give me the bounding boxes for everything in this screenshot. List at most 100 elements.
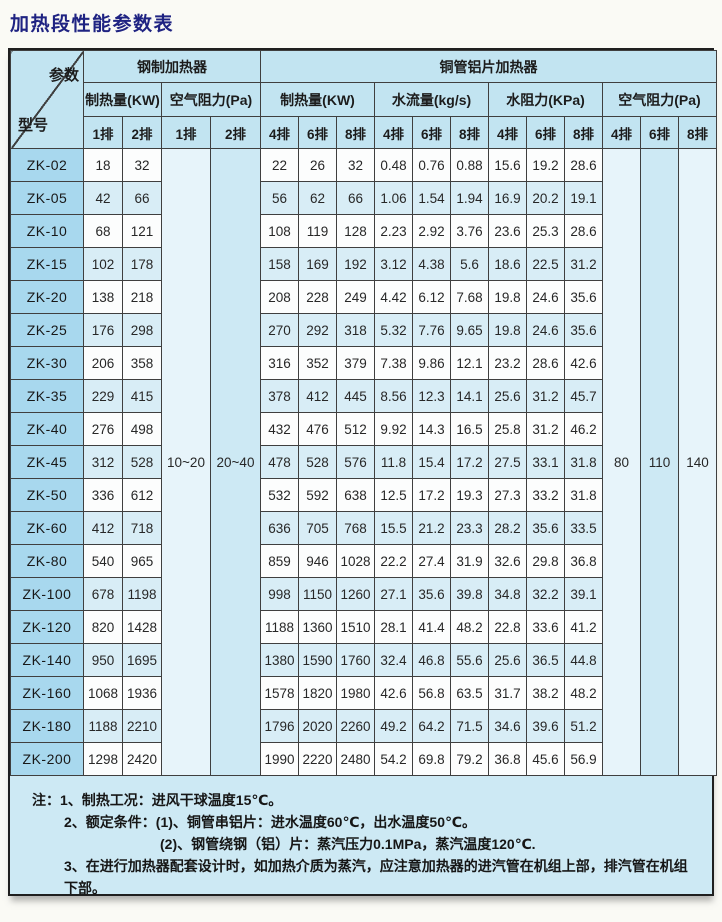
water-flow-cell: 19.3 [450, 478, 489, 512]
subgroup-water-flow: 水流量(kg/s) [374, 82, 489, 117]
rank-header: 8排 [336, 116, 375, 149]
copper-heating-capacity-cell: 26 [298, 148, 337, 182]
table-row: ZK-180 1188 2210 1796 2020 2260 49.2 64.2 71.5 34… [10, 709, 717, 743]
steel-heating-capacity-cell: 965 [122, 544, 162, 578]
water-flow-cell: 7.76 [412, 313, 451, 347]
water-resistance-cell: 27.5 [488, 445, 527, 479]
copper-heating-capacity-cell: 1028 [336, 544, 375, 578]
water-flow-cell: 9.92 [374, 412, 413, 446]
steel-heating-capacity-cell: 206 [83, 346, 123, 380]
copper-heating-capacity-cell: 636 [260, 511, 299, 545]
note-line: (2)、钢管绕钢（铝）片：蒸汽压力0.1MPa，蒸汽温度120℃. [160, 836, 536, 852]
water-flow-cell: 9.86 [412, 346, 451, 380]
water-resistance-cell: 25.6 [488, 379, 527, 413]
water-resistance-cell: 32.2 [526, 577, 565, 611]
water-flow-cell: 8.56 [374, 379, 413, 413]
water-resistance-cell: 45.6 [526, 742, 565, 776]
subgroup-water-resistance: 水阻力(KPa) [488, 82, 603, 117]
water-flow-cell: 46.8 [412, 643, 451, 677]
table-header: 参数 型号 钢制加热器 铜管铝片加热器 制热量(KW) 空气阻力(Pa) 制热量… [10, 50, 717, 149]
steel-heating-capacity-cell: 820 [83, 610, 123, 644]
note-line: 3、在进行加热器配套设计时，如加热介质为蒸汽，应注意加热器的进汽管在机组上部，排… [64, 858, 688, 874]
copper-heating-capacity-cell: 2020 [298, 709, 337, 743]
water-flow-cell: 7.38 [374, 346, 413, 380]
rank-header: 8排 [678, 116, 717, 149]
steel-heating-capacity-cell: 1188 [83, 709, 123, 743]
water-resistance-cell: 36.8 [564, 544, 603, 578]
water-flow-cell: 3.76 [450, 214, 489, 248]
table-row: ZK-05 42 66 56 62 66 1.06 1.54 1.94 16.9 20.2 19.1 [10, 181, 717, 215]
model-cell: ZK-60 [10, 511, 84, 545]
water-resistance-cell: 25.8 [488, 412, 527, 446]
steel-heating-capacity-cell: 336 [83, 478, 123, 512]
rank-header: 6排 [412, 116, 451, 149]
copper-air-resistance-merged-cell: 80 [602, 148, 641, 776]
steel-heating-capacity-cell: 415 [122, 379, 162, 413]
water-resistance-cell: 45.7 [564, 379, 603, 413]
water-resistance-cell: 23.6 [488, 214, 527, 248]
water-flow-cell: 23.3 [450, 511, 489, 545]
water-flow-cell: 4.42 [374, 280, 413, 314]
model-cell: ZK-80 [10, 544, 84, 578]
copper-heating-capacity-cell: 2480 [336, 742, 375, 776]
steel-heating-capacity-cell: 1298 [83, 742, 123, 776]
performance-table: 参数 型号 钢制加热器 铜管铝片加热器 制热量(KW) 空气阻力(Pa) 制热量… [10, 50, 717, 776]
water-flow-cell: 11.8 [374, 445, 413, 479]
copper-heating-capacity-cell: 1796 [260, 709, 299, 743]
water-resistance-cell: 39.1 [564, 577, 603, 611]
subgroup-steel-heating-capacity: 制热量(KW) [83, 82, 162, 117]
steel-heating-capacity-cell: 68 [83, 214, 123, 248]
parameter-table-container: 参数 型号 钢制加热器 铜管铝片加热器 制热量(KW) 空气阻力(Pa) 制热量… [8, 48, 717, 896]
water-flow-cell: 27.4 [412, 544, 451, 578]
copper-heating-capacity-cell: 705 [298, 511, 337, 545]
rank-header: 8排 [564, 116, 603, 149]
copper-heating-capacity-cell: 576 [336, 445, 375, 479]
copper-heating-capacity-cell: 32 [336, 148, 375, 182]
steel-heating-capacity-cell: 66 [122, 181, 162, 215]
copper-heating-capacity-cell: 412 [298, 379, 337, 413]
steel-heating-capacity-cell: 298 [122, 313, 162, 347]
water-resistance-cell: 20.2 [526, 181, 565, 215]
corner-label-parameter: 参数 [48, 67, 79, 84]
water-flow-cell: 31.9 [450, 544, 489, 578]
corner-cell: 参数 型号 [10, 50, 84, 149]
water-resistance-cell: 22.5 [526, 247, 565, 281]
steel-heating-capacity-cell: 2420 [122, 742, 162, 776]
steel-heating-capacity-cell: 121 [122, 214, 162, 248]
water-flow-cell: 9.65 [450, 313, 489, 347]
copper-heating-capacity-cell: 66 [336, 181, 375, 215]
table-row: ZK-160 1068 1936 1578 1820 1980 42.6 56.8 63.5 31… [10, 676, 717, 710]
table-body: ZK-02 18 32 10~20 20~40 22 26 32 0.48 0.76 0.88 15.… [10, 148, 717, 776]
steel-heating-capacity-cell: 312 [83, 445, 123, 479]
corner-label-model: 型号 [18, 117, 49, 134]
steel-heating-capacity-cell: 678 [83, 577, 123, 611]
table-row: ZK-120 820 1428 1188 1360 1510 28.1 41.4 48.2 22.… [10, 610, 717, 644]
water-flow-cell: 64.2 [412, 709, 451, 743]
rank-header: 4排 [602, 116, 641, 149]
water-flow-cell: 27.1 [374, 577, 413, 611]
water-resistance-cell: 29.8 [526, 544, 565, 578]
table-row: ZK-50 336 612 532 592 638 12.5 17.2 19.3 27.3 33.2… [10, 478, 717, 512]
water-resistance-cell: 28.2 [488, 511, 527, 545]
water-flow-cell: 0.76 [412, 148, 451, 182]
water-resistance-cell: 28.6 [526, 346, 565, 380]
copper-heating-capacity-cell: 208 [260, 280, 299, 314]
table-row: ZK-45 312 528 478 528 576 11.8 15.4 17.2 27.5 33.1… [10, 445, 717, 479]
copper-heating-capacity-cell: 1188 [260, 610, 299, 644]
water-flow-cell: 28.1 [374, 610, 413, 644]
water-resistance-cell: 16.9 [488, 181, 527, 215]
steel-heating-capacity-cell: 612 [122, 478, 162, 512]
model-cell: ZK-140 [10, 643, 84, 677]
rank-header: 4排 [374, 116, 413, 149]
copper-heating-capacity-cell: 946 [298, 544, 337, 578]
notes: 注：1、制热工况：进风干球温度15℃。 2、额定条件：(1)、铜管串铝片：进水温度… [10, 776, 712, 896]
model-cell: ZK-02 [10, 148, 84, 182]
copper-heating-capacity-cell: 128 [336, 214, 375, 248]
water-resistance-cell: 34.8 [488, 577, 527, 611]
rank-header: 1排 [161, 116, 211, 149]
water-flow-cell: 14.3 [412, 412, 451, 446]
water-flow-cell: 22.2 [374, 544, 413, 578]
copper-heating-capacity-cell: 169 [298, 247, 337, 281]
water-resistance-cell: 35.6 [564, 313, 603, 347]
model-cell: ZK-45 [10, 445, 84, 479]
